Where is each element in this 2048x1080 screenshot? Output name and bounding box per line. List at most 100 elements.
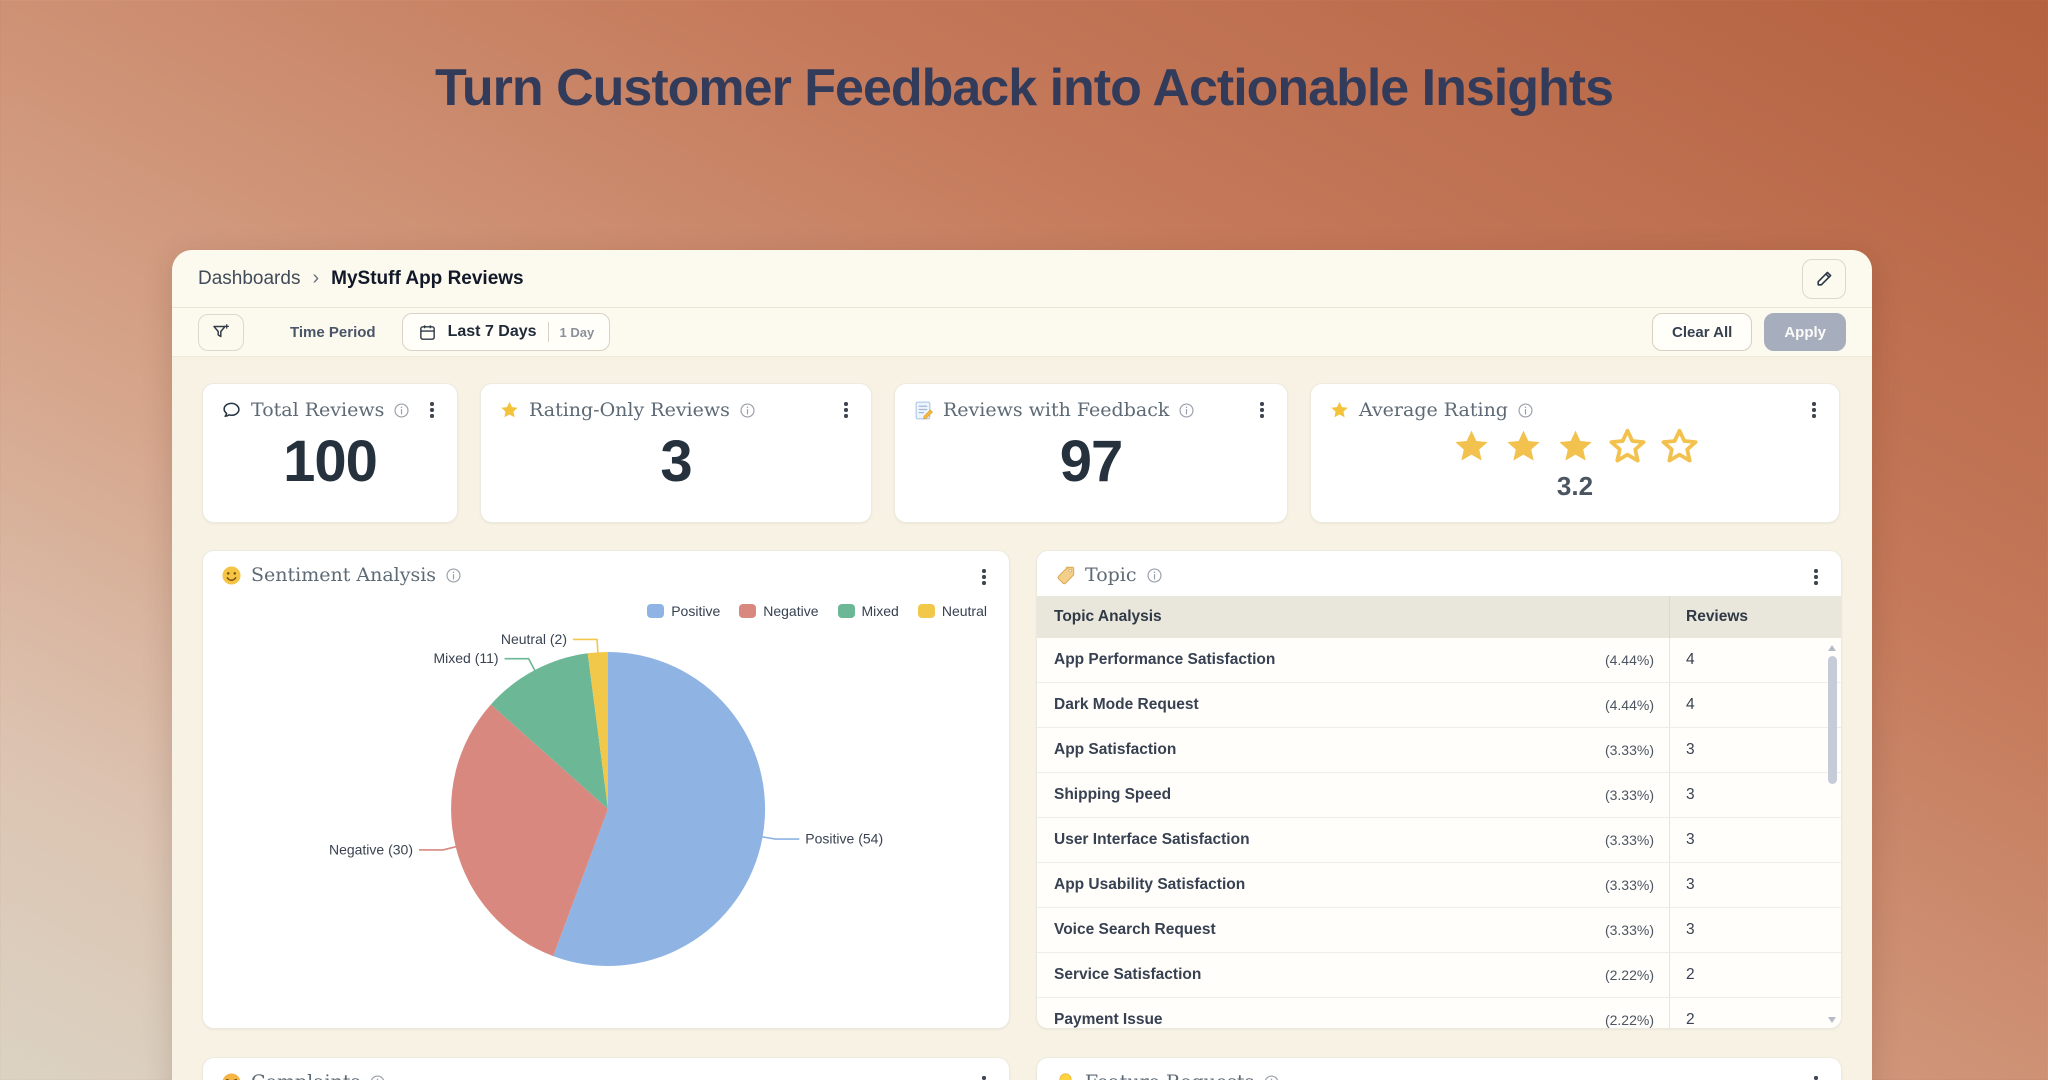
edit-dashboard-button[interactable] [1802,258,1846,299]
star-icon [1660,428,1698,463]
panel-title: Feature Requests [1085,1071,1254,1080]
rating-only-reviews-value: 3 [660,428,692,494]
total-reviews-value: 100 [283,428,378,494]
card-menu-button[interactable] [1251,398,1273,422]
card-menu-button[interactable] [973,1072,995,1080]
pie-label-line [573,638,599,655]
topic-percentage: (4.44%) [1604,652,1654,668]
pie-label: Negative (30) [329,841,413,857]
card-menu-button[interactable] [1805,1072,1827,1080]
stat-card-total-reviews: Total Reviews 100 [202,383,458,523]
topic-review-count: 2 [1669,953,1841,997]
dashboard-container: Dashboards › MyStuff App Reviews Time Pe… [172,250,1872,1080]
info-icon[interactable] [393,402,410,419]
breadcrumb-current-page: MyStuff App Reviews [331,267,524,289]
angry-face-icon [222,1072,241,1080]
pie-label-line [419,845,458,851]
card-menu-button[interactable] [1805,565,1827,589]
legend-item-positive[interactable]: Positive [647,603,720,619]
sentiment-pie-chart[interactable]: Positive (54) Negative (30) Mixed (11) N… [203,551,1009,1028]
topic-percentage: (3.33%) [1604,922,1654,938]
reviews-with-feedback-value: 97 [1059,428,1124,494]
topic-name: Voice Search Request [1054,921,1216,938]
table-row: App Usability Satisfaction (3.33%) 3 [1037,863,1841,908]
time-period-label: Time Period [290,323,376,341]
legend-item-mixed[interactable]: Mixed [837,603,899,619]
star-icon [1608,428,1646,463]
lightbulb-icon [1059,1072,1072,1080]
topic-review-count: 4 [1669,683,1841,727]
legend-item-neutral[interactable]: Neutral [917,603,987,619]
scroll-down-arrow[interactable] [1828,1017,1836,1023]
stat-card-average-rating: Average Rating 3.2 [1310,383,1840,523]
topic-percentage: (3.33%) [1604,787,1654,803]
star-icon [1558,430,1592,461]
info-icon[interactable] [1517,402,1534,419]
scroll-up-arrow[interactable] [1828,645,1836,651]
topic-scrollbar[interactable] [1826,643,1838,1025]
clear-all-button[interactable]: Clear All [1652,313,1753,351]
pie-legend: Positive Negative Mixed Neutral [647,603,987,619]
topic-review-count: 4 [1669,638,1841,682]
pie-label: Mixed (11) [434,650,499,666]
topic-percentage: (3.33%) [1604,877,1654,893]
info-icon[interactable] [1178,402,1195,419]
info-icon[interactable] [1146,567,1163,584]
breadcrumb-dashboards-link[interactable]: Dashboards [198,267,301,289]
topic-name: App Performance Satisfaction [1054,651,1276,668]
column-header: Topic Analysis [1054,608,1162,625]
pie-label: Positive (54) [805,831,883,847]
apply-button[interactable]: Apply [1764,313,1846,351]
table-row: User Interface Satisfaction (3.33%) 3 [1037,818,1841,863]
feature-requests-card: Feature Requests Feature Request Extract… [1036,1057,1842,1080]
card-menu-button[interactable] [973,565,995,589]
star-icon [1331,401,1348,417]
info-icon[interactable] [445,567,462,584]
date-range-value: Last 7 Days [447,323,537,340]
info-icon[interactable] [739,402,756,419]
info-icon[interactable] [369,1074,386,1080]
topic-percentage: (2.22%) [1604,967,1654,983]
pie-label: Neutral (2) [501,631,567,647]
table-row: Voice Search Request (3.33%) 3 [1037,908,1841,953]
sentiment-analysis-card: Sentiment Analysis Positive Negative [202,550,1010,1029]
filter-button[interactable] [198,313,244,351]
pie-slice-negative[interactable] [451,704,608,957]
card-title: Average Rating [1359,399,1508,421]
pie-label-line [504,657,537,673]
card-menu-button[interactable] [835,398,857,422]
topic-percentage: (3.33%) [1604,742,1654,758]
card-title: Rating-Only Reviews [529,399,730,421]
card-menu-button[interactable] [1803,398,1825,422]
column-header: Reviews [1669,596,1841,638]
card-menu-button[interactable] [421,398,443,422]
pie-slice-mixed[interactable] [490,653,608,809]
star-icon [1506,430,1540,461]
pencil-icon [1816,271,1831,286]
info-icon[interactable] [1263,1074,1280,1080]
card-title: Reviews with Feedback [943,399,1170,421]
topic-percentage: (2.22%) [1604,1012,1654,1028]
date-range-button[interactable]: Last 7 Days 1 Day [401,313,611,351]
topic-card: Topic Topic Analysis Reviews App Perform… [1036,550,1842,1029]
panel-title: Topic [1085,564,1137,586]
panel-title: Sentiment Analysis [251,564,437,586]
topic-review-count: 3 [1669,908,1841,952]
scrollbar-thumb[interactable] [1827,656,1837,784]
legend-item-negative[interactable]: Negative [739,603,819,619]
topic-review-count: 3 [1669,728,1841,772]
calendar-icon [419,324,435,340]
table-row: Shipping Speed (3.33%) 3 [1037,773,1841,818]
granularity-value: 1 Day [559,324,595,340]
topic-table-header: Topic Analysis Reviews [1037,596,1841,638]
pie-slice-positive[interactable] [553,652,766,966]
topic-name: Service Satisfaction [1054,966,1202,983]
topic-name: App Satisfaction [1054,741,1177,758]
page-title: Turn Customer Feedback into Actionable I… [434,59,1614,117]
topic-review-count: 3 [1669,818,1841,862]
topic-review-count: 3 [1669,863,1841,907]
card-title: Total Reviews [251,399,385,421]
table-row: Payment Issue (2.22%) 2 [1037,998,1841,1028]
breadcrumb-bar: Dashboards › MyStuff App Reviews [172,250,1872,308]
pie-slice-neutral[interactable] [587,651,608,809]
